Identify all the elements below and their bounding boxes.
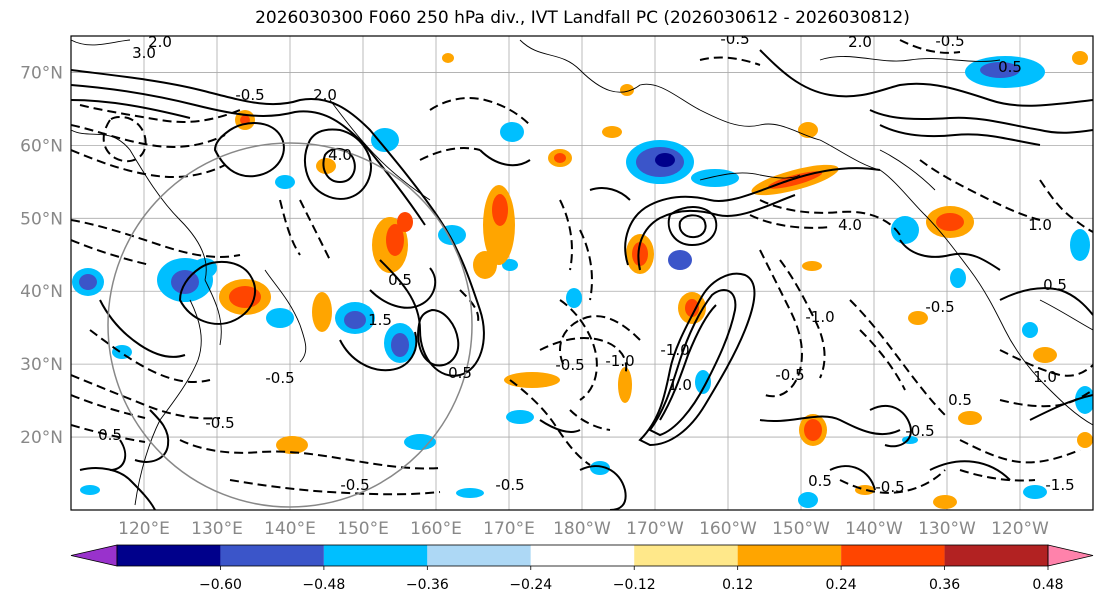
contour-label: -0.5 bbox=[495, 476, 524, 494]
contour-label: 2.0 bbox=[313, 86, 337, 104]
latitude-label: 30°N bbox=[20, 355, 63, 375]
contour-label: 0.5 bbox=[388, 271, 412, 289]
colorbar-min-arrow bbox=[70, 544, 118, 567]
contour-label: -0.5 bbox=[905, 422, 934, 440]
gridlines bbox=[71, 36, 1093, 510]
longitude-label: 150°W bbox=[772, 519, 830, 539]
colorbar-segment bbox=[841, 545, 945, 566]
contour-label: 2.0 bbox=[848, 33, 872, 51]
contour-label: -0.5 bbox=[555, 356, 584, 374]
longitude-label: 150°E bbox=[337, 519, 389, 539]
contour-label: 0.5 bbox=[1043, 276, 1067, 294]
contour-label: 0.5 bbox=[808, 472, 832, 490]
colorbar-segment bbox=[944, 545, 1048, 566]
contour-label: -1.5 bbox=[1045, 476, 1074, 494]
reference-circle bbox=[107, 142, 473, 508]
colorbar-frame bbox=[116, 544, 1049, 567]
colorbar-segment bbox=[737, 545, 842, 566]
contour-label: 1.0 bbox=[1028, 216, 1052, 234]
contour-label: -0.5 bbox=[935, 32, 964, 50]
contour-label: 0.5 bbox=[948, 391, 972, 409]
colorbar-tick-label: 0.48 bbox=[1032, 577, 1063, 593]
colorbar: −0.60 −0.48 −0.36 −0.24 −0.12 0.12 0.24 0.36 0.4… bbox=[70, 544, 1094, 593]
colorbar-tick-label: −0.24 bbox=[509, 577, 552, 593]
contour-label: -0.5 bbox=[265, 369, 294, 387]
contour-label: -0.5 bbox=[340, 476, 369, 494]
longitude-label: 130°W bbox=[918, 519, 976, 539]
colorbar-max-arrow bbox=[1047, 544, 1094, 567]
colorbar-tick-label: 0.12 bbox=[722, 577, 753, 593]
longitude-label: 160°E bbox=[410, 519, 462, 539]
longitude-label: 160°W bbox=[699, 519, 757, 539]
contour-label: 3.0 bbox=[132, 44, 156, 62]
colorbar-segment bbox=[427, 545, 531, 566]
contour-label: 0.5 bbox=[448, 364, 472, 382]
longitude-label: 170°E bbox=[483, 519, 535, 539]
contour-label: -0.5 bbox=[775, 366, 804, 384]
contour-label: 4.0 bbox=[838, 216, 862, 234]
longitude-label: 140°E bbox=[264, 519, 316, 539]
longitude-axis: 120°E 130°E 140°E 150°E 160°E 170°E 180°W 170°W… bbox=[118, 519, 1049, 539]
longitude-label: 170°W bbox=[626, 519, 684, 539]
contour-label: -0.5 bbox=[205, 414, 234, 432]
colorbar-segment bbox=[220, 545, 324, 566]
longitude-label: 120°E bbox=[118, 519, 170, 539]
latitude-label: 60°N bbox=[20, 136, 63, 156]
longitude-label: 130°E bbox=[191, 519, 243, 539]
contour-label: -0.5 bbox=[925, 298, 954, 316]
latitude-label: 40°N bbox=[20, 282, 63, 302]
colorbar-segment bbox=[634, 545, 738, 566]
contour-label: -1.0 bbox=[805, 308, 834, 326]
contour-label: 1.5 bbox=[368, 311, 392, 329]
colorbar-tick-label: −0.36 bbox=[406, 577, 449, 593]
divergence-shading bbox=[72, 51, 1093, 509]
longitude-label: 180°W bbox=[553, 519, 611, 539]
contour-label: 0.5 bbox=[998, 58, 1022, 76]
colorbar-segment bbox=[323, 545, 428, 566]
colorbar-tick-label: 0.24 bbox=[826, 577, 857, 593]
colorbar-tick-label: −0.12 bbox=[613, 577, 656, 593]
contour-label: 1.0 bbox=[1033, 368, 1057, 386]
contour-label: -1.0 bbox=[605, 352, 634, 370]
map-frame bbox=[70, 35, 1094, 511]
latitude-label: 20°N bbox=[20, 428, 63, 448]
colorbar-tick-label: −0.48 bbox=[302, 577, 345, 593]
contour-label: -1.0 bbox=[660, 341, 689, 359]
longitude-label: 140°W bbox=[845, 519, 903, 539]
contour-label: 1.0 bbox=[668, 376, 692, 394]
contour-label: -0.5 bbox=[720, 30, 749, 48]
colorbar-tick-label: 0.36 bbox=[929, 577, 960, 593]
contour-labels: 3.02.0 -0.5 2.0 -0.50.52.04.00.51.5-0.5-1.0… bbox=[98, 30, 1075, 496]
negative-contours bbox=[71, 39, 1093, 496]
map-title: 2026030300 F060 250 hPa div., IVT Landfa… bbox=[255, 8, 910, 28]
contour-label: -0.5 bbox=[875, 478, 904, 496]
colorbar-tick-label: −0.60 bbox=[199, 577, 242, 593]
longitude-label: 120°W bbox=[991, 519, 1049, 539]
latitude-axis: 70°N 60°N 50°N 40°N 30°N 20°N bbox=[20, 63, 63, 448]
colorbar-segment bbox=[530, 545, 635, 566]
latitude-label: 50°N bbox=[20, 209, 63, 229]
coastlines bbox=[71, 39, 1093, 506]
contour-label: -0.5 bbox=[235, 86, 264, 104]
contour-label: 0.5 bbox=[98, 426, 122, 444]
colorbar-segment bbox=[117, 545, 221, 566]
positive-contours bbox=[71, 49, 1093, 510]
contour-label: 2.0 bbox=[148, 33, 172, 51]
contour-label: 4.0 bbox=[328, 146, 352, 164]
latitude-label: 70°N bbox=[20, 63, 63, 83]
